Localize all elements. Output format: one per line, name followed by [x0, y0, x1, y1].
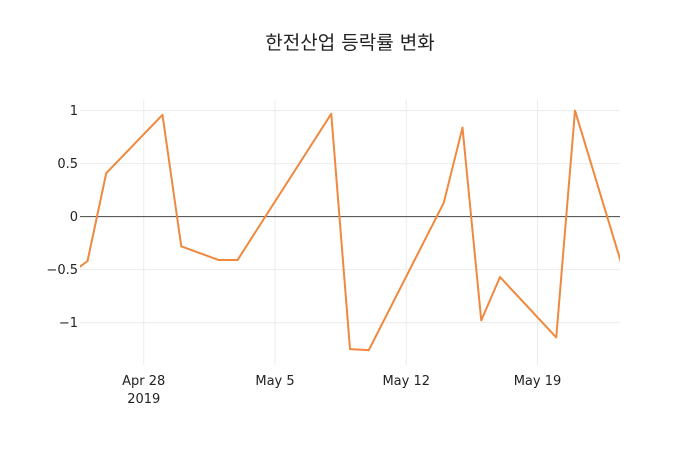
x-tick-label: May 19 — [514, 374, 562, 389]
x-tick-label: Apr 28 — [122, 374, 165, 389]
y-tick-label: 1 — [70, 104, 78, 119]
y-tick-label: 0 — [70, 210, 78, 225]
x-tick-label: May 12 — [382, 374, 430, 389]
y-axis-ticks: 1 0.5 0 −0.5 −1 — [46, 104, 78, 331]
x-axis-ticks: Apr 28 2019 May 5 May 12 May 19 — [122, 374, 561, 407]
y-tick-label: −1 — [59, 316, 78, 331]
y-tick-label: −0.5 — [46, 263, 78, 278]
grid-lines — [80, 100, 620, 365]
y-tick-label: 0.5 — [57, 157, 78, 172]
x-tick-year-label: 2019 — [127, 392, 160, 407]
x-tick-label: May 5 — [255, 374, 294, 389]
series-layer — [80, 109, 620, 352]
chart-title: 한전산업 등락률 변화 — [265, 32, 434, 54]
series-line-0 — [80, 109, 620, 352]
